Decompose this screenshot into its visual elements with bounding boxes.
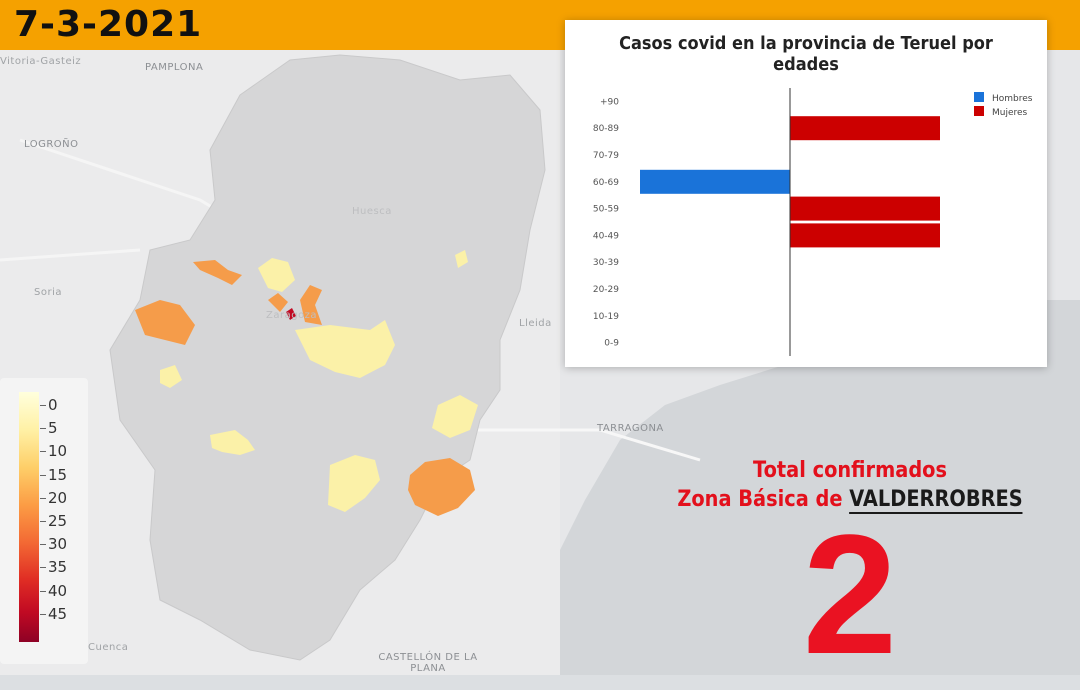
scale-tick xyxy=(40,497,46,499)
color-scale-bar xyxy=(19,392,39,642)
color-scale-legend: 0 5 10 15 20 25 30 35 40 45 xyxy=(0,378,88,664)
map-place-label: Cuenca xyxy=(88,642,129,653)
scale-tick xyxy=(40,613,46,615)
scale-tick xyxy=(40,428,46,430)
map-place-label: Vitoria-Gasteiz xyxy=(0,56,82,67)
map-place-label: Soria xyxy=(34,287,62,298)
y-tick-label: +90 xyxy=(600,97,619,107)
y-tick-label: 60-69 xyxy=(593,178,619,188)
scale-tick xyxy=(40,405,46,406)
legend-swatch xyxy=(974,106,984,116)
zone-heading: Zona Básica de VALDERROBRES xyxy=(665,487,1035,514)
legend-label: Mujeres xyxy=(992,108,1028,118)
map-place-label: Huesca xyxy=(352,206,392,217)
y-tick-label: 80-89 xyxy=(593,124,619,134)
scale-label: 10 xyxy=(48,442,68,461)
bar-hombres xyxy=(640,169,790,194)
scale-tick xyxy=(40,451,46,453)
scale-label: 40 xyxy=(48,581,68,600)
bar-mujeres xyxy=(790,196,940,221)
scale-tick xyxy=(40,521,46,522)
date-label: 7-3-2021 xyxy=(14,4,203,45)
map-place-label: LOGROÑO xyxy=(24,139,79,150)
y-tick-label: 10-19 xyxy=(593,312,619,322)
zone-name: VALDERROBRES xyxy=(849,487,1023,514)
chart-panel: Casos covid en la provincia de Teruel po… xyxy=(565,20,1047,367)
map-place-label: Lleida xyxy=(519,318,552,329)
y-tick-label: 50-59 xyxy=(593,205,619,215)
total-count: 2 xyxy=(802,500,898,690)
y-tick-label: 70-79 xyxy=(593,151,619,161)
scale-tick xyxy=(40,544,46,546)
scale-label: 20 xyxy=(48,488,68,507)
map-place-label: PAMPLONA xyxy=(145,62,204,73)
scale-tick xyxy=(40,590,46,592)
y-tick-label: 0-9 xyxy=(604,339,619,349)
total-heading: Total confirmados xyxy=(752,458,948,483)
bar-mujeres xyxy=(790,223,940,248)
map-place-label: Zaragoza xyxy=(266,310,318,321)
bar-mujeres xyxy=(790,116,940,141)
legend-label: Hombres xyxy=(992,94,1033,104)
y-tick-label: 40-49 xyxy=(593,231,619,241)
scale-tick xyxy=(40,567,46,569)
legend-swatch xyxy=(974,92,984,102)
scale-tick xyxy=(40,474,46,476)
map-place-label: TARRAGONA xyxy=(597,423,664,434)
age-bar-chart: +90 80-89 70-79 60-69 50-59 40-49 30-39 20-29 10… xyxy=(593,88,1033,356)
zone-prefix: Zona Básica de xyxy=(677,487,843,512)
scale-label: 0 xyxy=(48,396,58,414)
scale-label: 25 xyxy=(48,512,68,530)
scale-label: 5 xyxy=(48,419,58,438)
y-tick-label: 20-29 xyxy=(593,285,619,295)
scale-label: 35 xyxy=(48,558,68,577)
map-place-label: CASTELLÓN DE LA PLANA xyxy=(378,652,478,674)
chart-title: Casos covid en la provincia de Teruel po… xyxy=(619,33,993,75)
y-tick-label: 30-39 xyxy=(593,258,619,268)
scale-label: 45 xyxy=(48,604,68,623)
scale-label: 15 xyxy=(48,465,68,484)
scale-label: 30 xyxy=(48,535,68,554)
